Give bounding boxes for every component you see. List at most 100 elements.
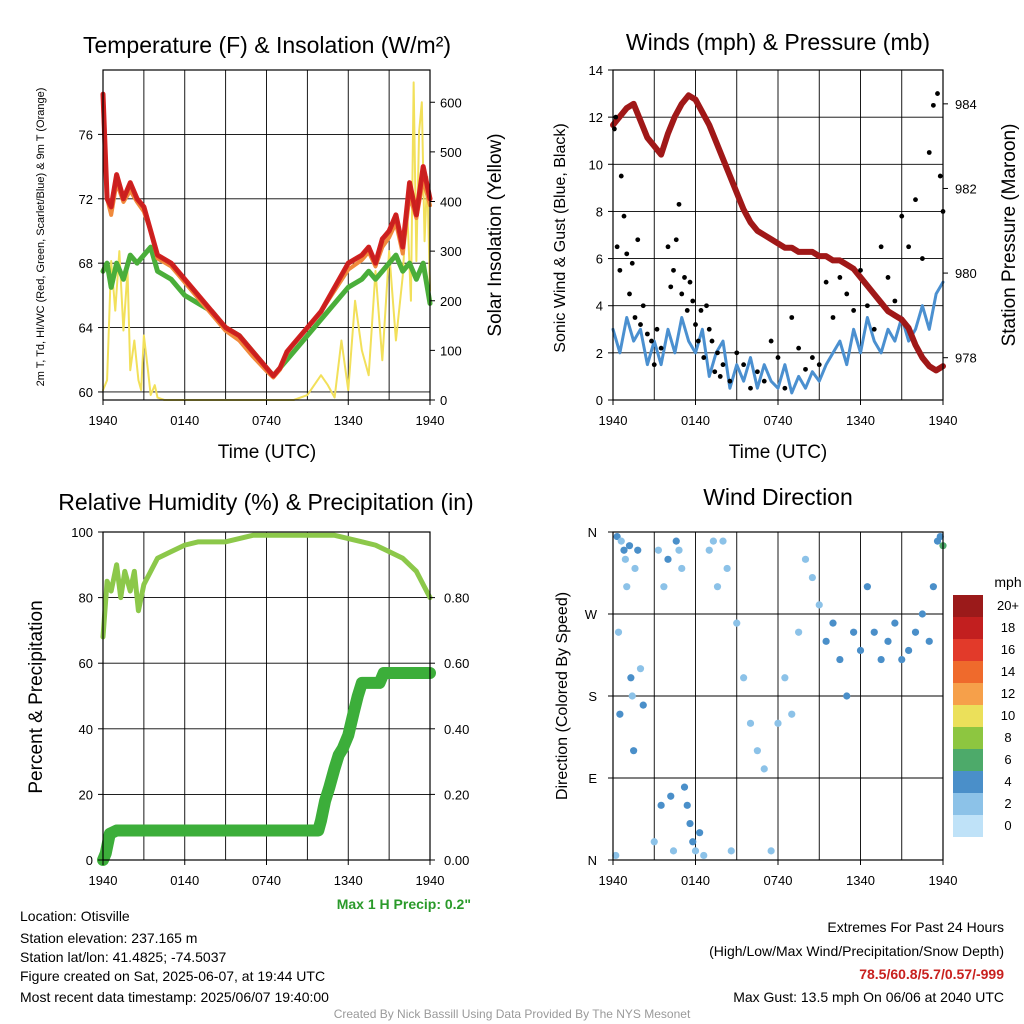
direction-point bbox=[781, 674, 789, 682]
gust-point bbox=[676, 201, 682, 207]
y-tick-label: 4 bbox=[596, 299, 603, 314]
gust-point bbox=[809, 355, 815, 360]
legend-label: 2 bbox=[1004, 796, 1011, 811]
legend-swatch bbox=[953, 793, 983, 815]
direction-point bbox=[636, 665, 645, 673]
x-tick-label: 1940 bbox=[929, 873, 958, 888]
sonic-wind-line bbox=[611, 280, 945, 395]
direction-point bbox=[733, 619, 741, 627]
direction-point bbox=[788, 710, 796, 718]
legend-swatch bbox=[953, 749, 983, 771]
direction-point bbox=[612, 851, 620, 860]
temperature-xlabel: Time (UTC) bbox=[218, 442, 317, 463]
direction-point bbox=[884, 637, 892, 645]
precipitation-line bbox=[97, 667, 436, 866]
gust-point bbox=[734, 350, 740, 356]
wind-series bbox=[610, 91, 946, 395]
y-tick-label: 10 bbox=[589, 157, 603, 172]
gust-point bbox=[913, 197, 918, 203]
gust-point bbox=[706, 326, 712, 332]
x-tick-label: 1940 bbox=[416, 873, 445, 888]
direction-point bbox=[746, 719, 755, 727]
y2-tick-label: 0.20 bbox=[444, 787, 469, 802]
direction-point bbox=[801, 555, 810, 563]
y2-tick-label: 978 bbox=[955, 351, 977, 366]
gust-point bbox=[649, 338, 654, 344]
direction-point bbox=[870, 628, 878, 636]
gust-point bbox=[712, 369, 718, 375]
y-tick-label: 20 bbox=[79, 787, 93, 802]
y2-tick-label: 500 bbox=[440, 145, 462, 160]
direction-point bbox=[672, 537, 680, 545]
x-tick-label: 1340 bbox=[334, 873, 363, 888]
direction-point bbox=[740, 674, 748, 682]
elevation-text: Station elevation: 237.165 m bbox=[20, 930, 198, 946]
y-tick-label: 40 bbox=[79, 722, 93, 737]
direction-point bbox=[925, 637, 933, 645]
gust-point bbox=[638, 322, 643, 327]
gust-point bbox=[919, 256, 925, 261]
humidity-ylabel: Percent & Precipitation bbox=[26, 600, 47, 793]
gust-point bbox=[644, 331, 650, 337]
direction-point bbox=[696, 829, 704, 837]
legend-swatch bbox=[953, 815, 983, 837]
gust-point bbox=[704, 303, 709, 309]
gust-point bbox=[871, 326, 877, 332]
direction-points bbox=[612, 532, 947, 860]
location-text: Location: Otisville bbox=[20, 908, 130, 924]
direction-point bbox=[625, 542, 634, 550]
direction-point bbox=[719, 537, 727, 545]
gust-point bbox=[668, 284, 674, 290]
gust-point bbox=[851, 308, 857, 313]
direction-point bbox=[630, 747, 638, 755]
humidity-grid bbox=[103, 532, 430, 860]
direction-point bbox=[657, 801, 665, 809]
temperature-ylabel: 2m T, Td, HI/WC (Red, Green, Scarlet/Blu… bbox=[35, 88, 47, 387]
direction-point bbox=[829, 619, 837, 627]
direction-point bbox=[613, 532, 621, 541]
y-tick-label: 14 bbox=[589, 63, 603, 78]
direction-point bbox=[616, 710, 624, 718]
y-tick-label: N bbox=[588, 525, 597, 540]
direction-point bbox=[760, 765, 768, 773]
x-tick-label: 1940 bbox=[929, 413, 958, 428]
direction-point bbox=[836, 655, 844, 664]
x-tick-label: 1340 bbox=[846, 873, 875, 888]
y-tick-label: 60 bbox=[79, 385, 93, 400]
direction-point bbox=[700, 851, 708, 860]
direction-point bbox=[664, 555, 672, 563]
gust-point bbox=[613, 114, 619, 120]
gust-point bbox=[754, 369, 760, 375]
y-tick-label: 60 bbox=[79, 656, 93, 671]
wind-title: Winds (mph) & Pressure (mb) bbox=[626, 29, 930, 55]
gust-point bbox=[709, 338, 715, 344]
x-tick-label: 1940 bbox=[89, 413, 118, 428]
gust-point bbox=[679, 291, 685, 297]
gust-point bbox=[727, 378, 733, 384]
temperature-title: Temperature (F) & Insolation (W/m²) bbox=[83, 32, 451, 58]
x-tick-label: 1940 bbox=[599, 413, 628, 428]
direction-point bbox=[678, 564, 686, 573]
humidity-title: Relative Humidity (%) & Precipitation (i… bbox=[58, 489, 473, 515]
y2-tick-label: 200 bbox=[440, 294, 462, 309]
direction-point bbox=[774, 719, 782, 727]
temperature-ticks: 1940 0140 0740 1340 1940 60 64 68 72 76 0 100 200 300… bbox=[79, 95, 462, 428]
gust-point bbox=[640, 303, 646, 309]
gust-point bbox=[629, 260, 635, 266]
direction-point bbox=[628, 692, 636, 700]
temperature-series bbox=[100, 81, 433, 401]
max-gust-text: Max Gust: 13.5 mph On 06/06 at 2040 UTC bbox=[733, 989, 1004, 1005]
legend-label: 0 bbox=[1004, 818, 1011, 833]
legend-swatch bbox=[953, 771, 983, 793]
gust-point bbox=[837, 275, 843, 280]
direction-point bbox=[795, 628, 803, 636]
direction-point bbox=[620, 546, 628, 554]
pressure-ylabel: Station Pressure (Maroon) bbox=[999, 124, 1020, 347]
direction-point bbox=[617, 537, 625, 545]
direction-point bbox=[898, 655, 906, 664]
gust-point bbox=[748, 385, 753, 391]
legend-swatch bbox=[953, 683, 983, 705]
x-tick-label: 1340 bbox=[334, 413, 363, 428]
direction-point bbox=[911, 628, 920, 636]
